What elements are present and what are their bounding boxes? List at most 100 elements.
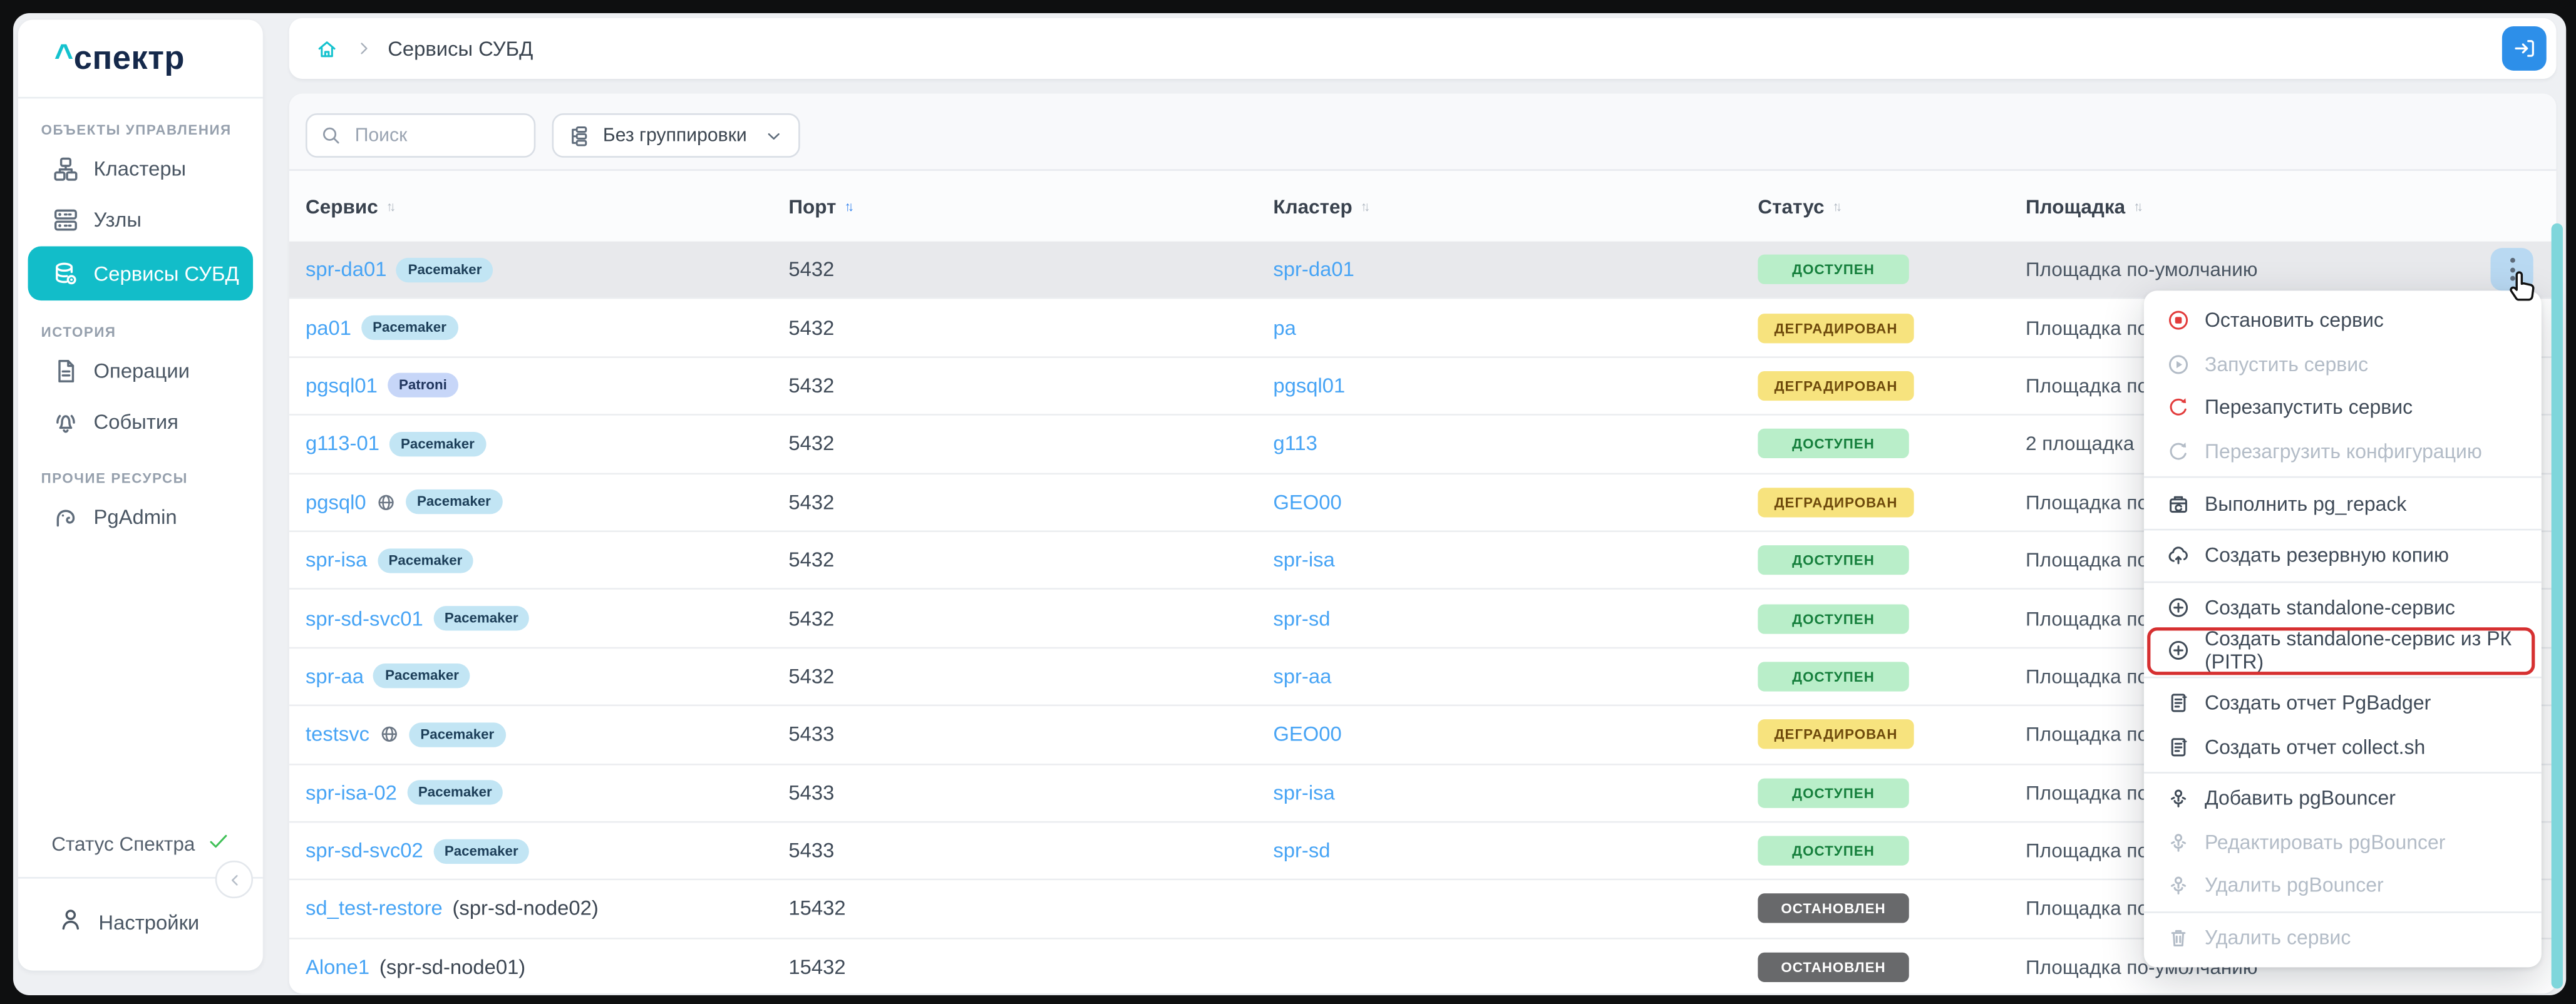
service-link[interactable]: g113-01 — [306, 432, 379, 456]
sidebar-item-сервисы-субд[interactable]: Сервисы СУБД — [28, 246, 254, 301]
cluster-link[interactable]: GEO00 — [1273, 723, 1342, 746]
port-cell: 5432 — [788, 432, 835, 456]
sidebar-item-операции[interactable]: Операции — [28, 347, 253, 396]
grouping-select[interactable]: Без группировки — [552, 113, 800, 158]
status-badge: ОСТАНОВЛЕН — [1758, 952, 1909, 982]
service-link[interactable]: spr-isa-02 — [306, 781, 397, 804]
cluster-link[interactable]: spr-isa — [1273, 548, 1335, 572]
menu-item-label: Удалить pgBouncer — [2205, 874, 2384, 898]
cluster-link[interactable]: spr-isa — [1273, 781, 1335, 804]
menu-item-выполнить-pg_repack[interactable]: Выполнить pg_repack — [2144, 482, 2542, 526]
sidebar-item-pgadmin[interactable]: PgAdmin — [28, 493, 253, 542]
cluster-cell: spr-sd — [1273, 822, 1330, 879]
menu-item-label: Остановить сервис — [2205, 309, 2384, 332]
service-link[interactable]: spr-isa — [306, 548, 368, 572]
column-header-сервис[interactable]: Сервис ↑↓ — [306, 171, 396, 243]
service-link[interactable]: pgsql0 — [306, 490, 366, 514]
sidebar-divider — [18, 860, 263, 899]
document-icon — [53, 358, 79, 384]
agent-badge: Pacemaker — [433, 838, 530, 864]
status-cell: ДОСТУПЕН — [1758, 416, 1909, 472]
menu-item-создать-standalone-сервис[interactable]: Создать standalone-сервис — [2144, 586, 2542, 630]
sidebar-nav: ОБЪЕКТЫ УПРАВЛЕНИЯ Кластеры Узлы Сервисы СУ… — [18, 98, 263, 543]
sort-icon[interactable]: ↑↓ — [2133, 198, 2143, 214]
menu-item-создать-отчет-collect.sh[interactable]: Создать отчет collect.sh — [2144, 725, 2542, 769]
service-cell: Alone1 (spr-sd-node01) — [306, 939, 525, 993]
sort-icon[interactable]: ↑↓ — [1360, 198, 1371, 214]
cluster-link[interactable]: spr-sd — [1273, 839, 1331, 863]
port-cell: 5433 — [788, 781, 835, 804]
chevron-right-icon — [355, 39, 374, 58]
sort-icon[interactable]: ↑↓ — [386, 198, 396, 214]
sidebar-section-label: ОБЪЕКТЫ УПРАВЛЕНИЯ — [41, 121, 232, 138]
sidebar-section-label: ИСТОРИЯ — [41, 323, 116, 341]
status-badge: ОСТАНОВЛЕН — [1758, 894, 1909, 924]
service-link[interactable]: pa01 — [306, 316, 351, 339]
cluster-link[interactable]: pgsql01 — [1273, 374, 1346, 397]
port-cell: 5433 — [788, 839, 835, 863]
service-cell: pgsql01 Patroni — [306, 357, 459, 414]
column-header-площадка[interactable]: Площадка ↑↓ — [2026, 171, 2143, 243]
menu-item-добавить-pgbouncer[interactable]: Добавить pgBouncer — [2144, 777, 2542, 821]
sidebar-item-label: События — [93, 410, 178, 434]
logout-button[interactable] — [2501, 26, 2547, 71]
sidebar-collapse-button[interactable] — [215, 860, 254, 899]
port-cell: 15432 — [788, 897, 846, 921]
service-link[interactable]: spr-da01 — [306, 258, 387, 282]
port-cell: 5432 — [788, 258, 835, 282]
service-link[interactable]: spr-aa — [306, 665, 364, 689]
cluster-cell: pa — [1273, 300, 1296, 356]
sidebar-item-узлы[interactable]: Узлы — [28, 195, 253, 245]
service-cell: sd_test-restore (spr-sd-node02) — [306, 881, 599, 937]
service-link[interactable]: testsvc — [306, 723, 370, 746]
menu-item-создать-резервную-копию[interactable]: Создать резервную копию — [2144, 534, 2542, 578]
status-cell: ДОСТУПЕН — [1758, 242, 1909, 298]
reload-icon — [2167, 440, 2190, 463]
menu-item-создать-отчет-pgbadger[interactable]: Создать отчет PgBadger — [2144, 681, 2542, 725]
cluster-link[interactable]: spr-aa — [1273, 665, 1332, 689]
cluster-link[interactable]: GEO00 — [1273, 490, 1342, 514]
status-cell: ДОСТУПЕН — [1758, 532, 1909, 588]
status-badge: ДОСТУПЕН — [1758, 777, 1909, 808]
service-link[interactable]: Alone1 — [306, 955, 370, 979]
cluster-link[interactable]: g113 — [1273, 432, 1317, 456]
menu-item-label: Удалить сервис — [2205, 926, 2351, 950]
column-header-статус[interactable]: Статус ↑↓ — [1758, 171, 1843, 243]
sidebar-item-кластеры[interactable]: Кластеры — [28, 145, 253, 194]
table-row[interactable]: spr-da01 Pacemaker 5432 spr-da01 ДОСТУПЕН Пло… — [289, 241, 2557, 300]
menu-item-перезапустить-сервис[interactable]: Перезапустить сервис — [2144, 386, 2542, 430]
vertical-scrollbar[interactable] — [2551, 223, 2563, 989]
service-link[interactable]: spr-sd-svc01 — [306, 607, 423, 630]
cluster-link[interactable]: spr-sd — [1273, 607, 1331, 630]
status-badge: ДОСТУПЕН — [1758, 429, 1909, 459]
pgbouncer-icon — [2167, 874, 2190, 898]
sidebar-item-settings[interactable]: Настройки — [18, 879, 263, 971]
sidebar-item-события[interactable]: События — [28, 397, 253, 447]
service-cell: testsvc Pacemaker — [306, 707, 506, 763]
cluster-link[interactable]: pa — [1273, 316, 1296, 339]
column-header-кластер[interactable]: Кластер ↑↓ — [1273, 171, 1371, 243]
cluster-link[interactable]: spr-da01 — [1273, 258, 1354, 282]
column-header-порт[interactable]: Порт ↑↓ — [788, 171, 855, 243]
sidebar-item-label: Узлы — [93, 208, 142, 232]
sort-icon[interactable]: ↑↓ — [1832, 198, 1843, 214]
cluster-cell: GEO00 — [1273, 474, 1341, 530]
row-actions-button[interactable] — [2490, 248, 2533, 291]
home-icon[interactable] — [316, 37, 339, 60]
spektr-status-label: Статус Спектра — [51, 831, 195, 855]
port-cell: 5432 — [788, 607, 835, 630]
search-box — [306, 113, 536, 158]
menu-item-создать-standalone-сервис-из-рк-(pitr)[interactable]: Создать standalone-сервис из РК (PITR) — [2144, 627, 2542, 674]
clusters-icon — [53, 156, 79, 182]
menu-item-label: Создать отчет PgBadger — [2205, 691, 2431, 715]
search-input[interactable] — [351, 124, 521, 147]
service-link[interactable]: sd_test-restore — [306, 897, 443, 921]
menu-item-label: Редактировать pgBouncer — [2205, 831, 2446, 854]
column-label: Сервис — [306, 195, 378, 218]
sort-icon[interactable]: ↑↓ — [844, 198, 855, 214]
status-cell: ДОСТУПЕН — [1758, 822, 1909, 879]
service-link[interactable]: pgsql01 — [306, 374, 378, 397]
service-link[interactable]: spr-sd-svc02 — [306, 839, 423, 863]
menu-item-остановить-сервис[interactable]: Остановить сервис — [2144, 299, 2542, 343]
row-context-menu: Остановить сервис Запустить сервис Перезап… — [2143, 290, 2542, 968]
